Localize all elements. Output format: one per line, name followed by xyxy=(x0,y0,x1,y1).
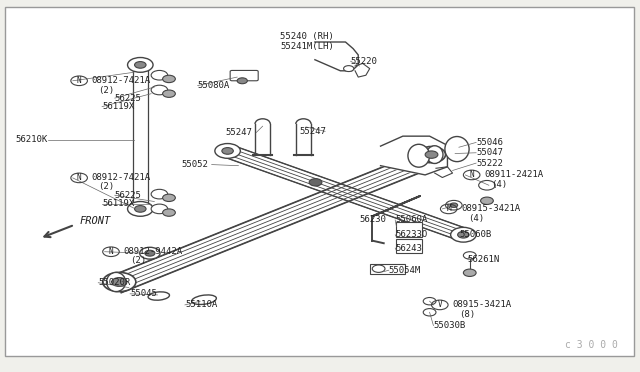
Text: (2): (2) xyxy=(130,256,146,265)
Circle shape xyxy=(463,252,476,259)
Polygon shape xyxy=(132,65,148,209)
Polygon shape xyxy=(355,63,370,77)
Text: 55045: 55045 xyxy=(130,289,157,298)
Text: V: V xyxy=(438,300,442,310)
Text: 56210K: 56210K xyxy=(15,135,47,144)
Circle shape xyxy=(309,179,322,186)
Circle shape xyxy=(417,147,445,163)
FancyBboxPatch shape xyxy=(230,70,258,81)
Circle shape xyxy=(102,272,136,292)
Circle shape xyxy=(134,206,146,212)
Circle shape xyxy=(111,278,127,286)
Text: 56230: 56230 xyxy=(360,215,387,224)
Circle shape xyxy=(134,62,146,68)
Ellipse shape xyxy=(445,137,469,161)
Text: 55020R: 55020R xyxy=(99,278,131,287)
Circle shape xyxy=(163,75,175,83)
Text: 55060B: 55060B xyxy=(459,230,491,239)
Text: M: M xyxy=(447,204,451,214)
Text: N: N xyxy=(109,247,113,256)
Circle shape xyxy=(237,78,247,84)
Text: c 3 0 0 0: c 3 0 0 0 xyxy=(565,340,618,350)
Text: 55080A: 55080A xyxy=(198,81,230,90)
Circle shape xyxy=(151,189,168,199)
Circle shape xyxy=(151,70,168,80)
Ellipse shape xyxy=(148,292,170,300)
Ellipse shape xyxy=(408,144,429,167)
Polygon shape xyxy=(104,150,443,293)
Text: 56233O: 56233O xyxy=(395,230,428,239)
Circle shape xyxy=(163,209,175,216)
Text: 08915-3421A: 08915-3421A xyxy=(461,204,520,214)
Text: 55110A: 55110A xyxy=(185,300,217,310)
Text: 55054M: 55054M xyxy=(389,266,421,275)
Text: 56225: 56225 xyxy=(115,191,141,200)
Circle shape xyxy=(451,227,476,242)
Circle shape xyxy=(445,201,462,210)
Circle shape xyxy=(215,144,241,158)
Circle shape xyxy=(151,204,168,214)
Circle shape xyxy=(425,151,438,158)
Text: 55240 (RH): 55240 (RH) xyxy=(280,32,334,41)
Circle shape xyxy=(479,180,495,190)
FancyBboxPatch shape xyxy=(396,239,422,253)
Text: 55247: 55247 xyxy=(226,128,253,137)
Polygon shape xyxy=(381,136,447,175)
Text: 55222: 55222 xyxy=(476,158,503,168)
Text: (2): (2) xyxy=(99,86,115,94)
Text: (2): (2) xyxy=(99,182,115,191)
Circle shape xyxy=(372,265,385,272)
Text: 08912-9442A: 08912-9442A xyxy=(124,247,183,256)
Circle shape xyxy=(463,269,476,276)
Text: 08912-7421A: 08912-7421A xyxy=(92,76,151,85)
Text: 56225: 56225 xyxy=(115,94,141,103)
Polygon shape xyxy=(315,42,358,71)
Text: 55046: 55046 xyxy=(476,138,503,147)
Ellipse shape xyxy=(191,295,216,305)
Text: (8): (8) xyxy=(459,310,475,319)
Ellipse shape xyxy=(426,146,443,163)
Circle shape xyxy=(163,90,175,97)
Text: 55247: 55247 xyxy=(300,127,326,136)
Text: 56243: 56243 xyxy=(395,244,422,253)
FancyBboxPatch shape xyxy=(4,7,634,356)
Circle shape xyxy=(127,202,153,216)
Text: FRONT: FRONT xyxy=(79,216,110,226)
FancyBboxPatch shape xyxy=(370,263,404,274)
Circle shape xyxy=(423,298,436,305)
Circle shape xyxy=(163,194,175,202)
Circle shape xyxy=(458,231,469,238)
Circle shape xyxy=(151,85,168,95)
Text: 55047: 55047 xyxy=(476,148,503,157)
Circle shape xyxy=(481,197,493,205)
Text: 56119X: 56119X xyxy=(102,102,134,111)
Circle shape xyxy=(145,250,155,256)
Text: 56119X: 56119X xyxy=(102,199,134,208)
Text: N: N xyxy=(469,170,474,179)
Text: 55241M(LH): 55241M(LH) xyxy=(280,42,334,51)
Text: (4): (4) xyxy=(491,180,507,189)
Polygon shape xyxy=(222,145,469,240)
Circle shape xyxy=(423,309,436,316)
Text: N: N xyxy=(77,76,81,85)
Text: 08912-7421A: 08912-7421A xyxy=(92,173,151,182)
Text: 08911-2421A: 08911-2421A xyxy=(484,170,543,179)
Text: 55060A: 55060A xyxy=(395,215,428,224)
FancyBboxPatch shape xyxy=(396,222,422,237)
Circle shape xyxy=(127,58,153,72)
Text: 55052: 55052 xyxy=(181,160,208,169)
Circle shape xyxy=(222,148,234,154)
Text: (4): (4) xyxy=(468,214,484,223)
Ellipse shape xyxy=(106,272,125,292)
Text: 56261N: 56261N xyxy=(468,254,500,264)
Circle shape xyxy=(450,203,458,208)
Text: N: N xyxy=(77,173,81,182)
Text: 55030B: 55030B xyxy=(433,321,466,330)
Text: 08915-3421A: 08915-3421A xyxy=(452,300,511,310)
Text: 55220: 55220 xyxy=(351,57,378,66)
Circle shape xyxy=(140,247,160,259)
Circle shape xyxy=(344,65,354,71)
